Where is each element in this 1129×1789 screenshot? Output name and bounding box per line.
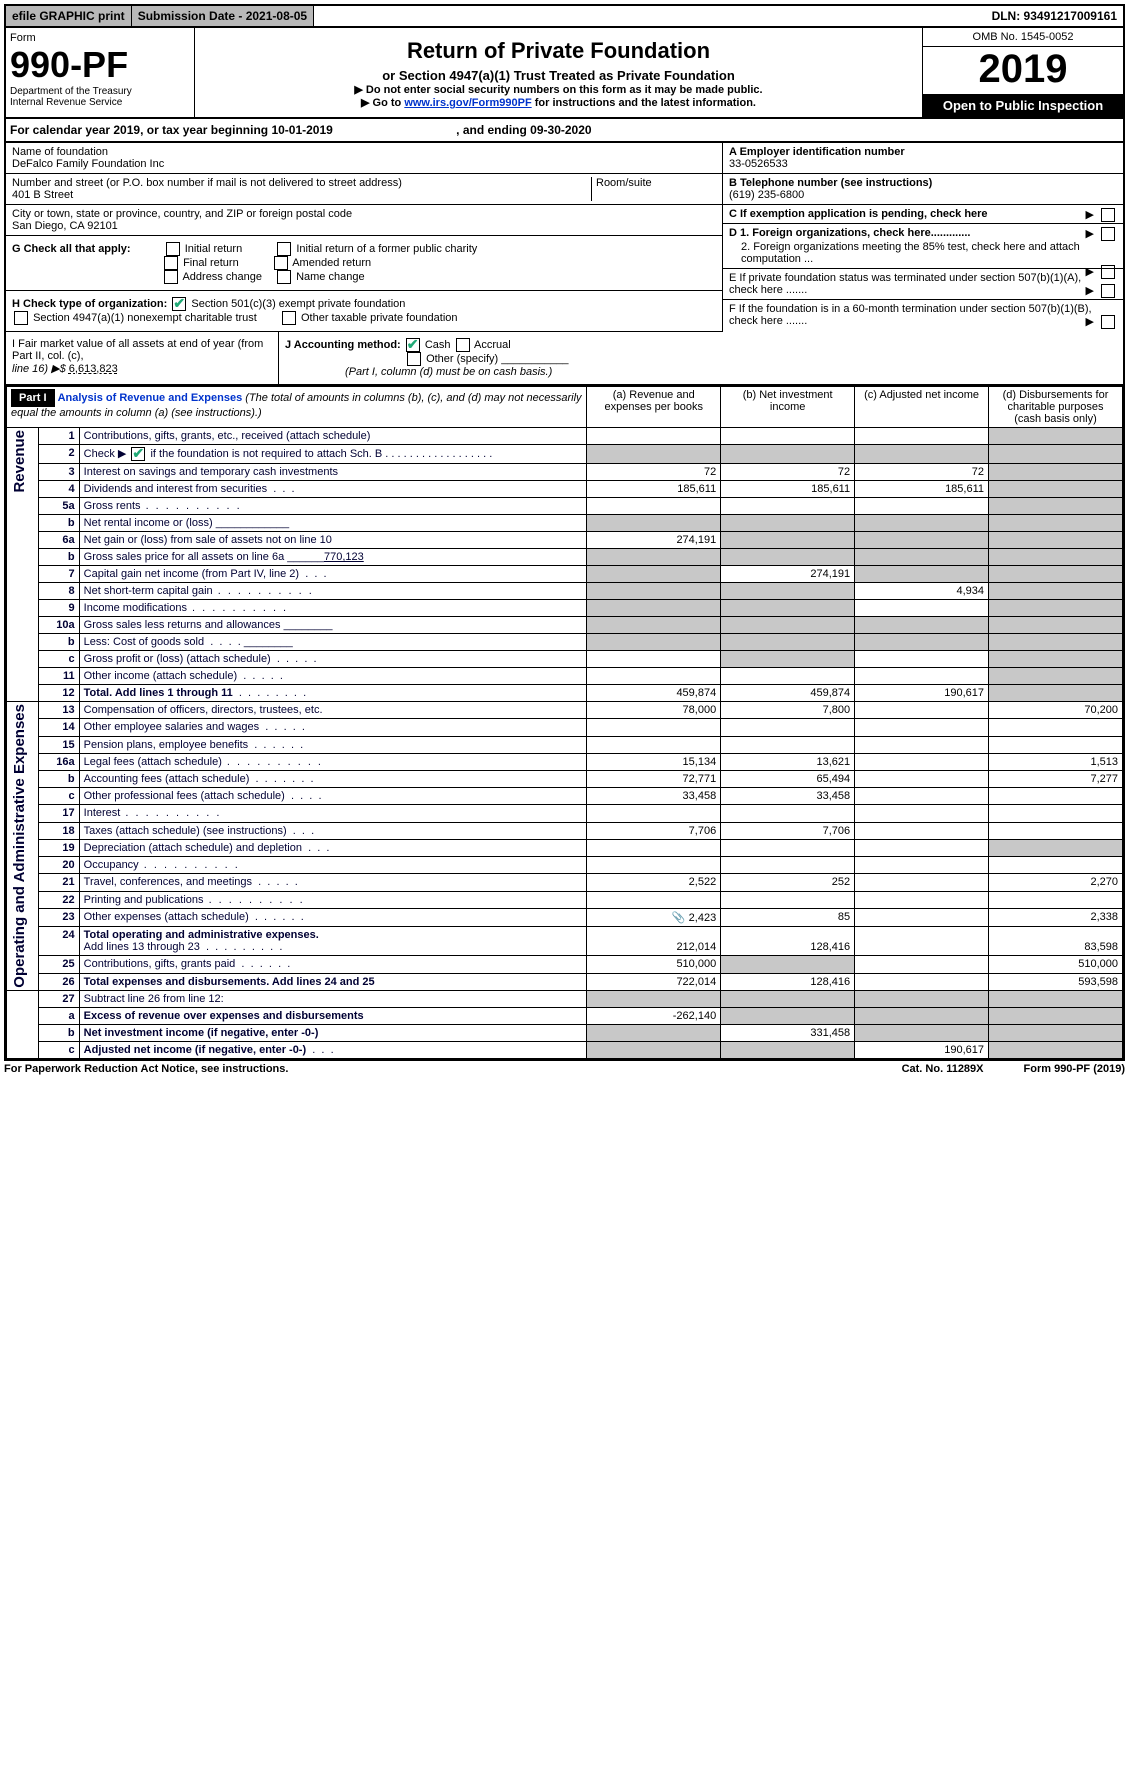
expenses-side-label: Operating and Administrative Expenses <box>11 704 28 988</box>
j-label: J Accounting method: <box>285 339 401 351</box>
street-address: 401 B Street <box>12 189 591 201</box>
name-label: Name of foundation <box>12 146 716 158</box>
section-h: H Check type of organization: Section 50… <box>6 291 722 332</box>
cat-no: Cat. No. 11289X <box>902 1063 984 1075</box>
omb-number: OMB No. 1545-0052 <box>923 28 1123 47</box>
paperwork-notice: For Paperwork Reduction Act Notice, see … <box>4 1063 288 1075</box>
part1-label: Part I <box>11 389 55 407</box>
form990pf-link[interactable]: www.irs.gov/Form990PF <box>404 97 531 109</box>
accrual-checkbox[interactable] <box>456 338 470 352</box>
schb-checkbox[interactable] <box>131 447 145 461</box>
calendar-year-row: For calendar year 2019, or tax year begi… <box>4 119 1125 143</box>
other-method-checkbox[interactable] <box>407 352 421 366</box>
efile-label: efile GRAPHIC print <box>6 6 132 26</box>
col-b-header: (b) Net investment income <box>721 387 855 428</box>
col-c-header: (c) Adjusted net income <box>855 387 989 428</box>
name-change-checkbox[interactable] <box>277 270 291 284</box>
f-checkbox[interactable] <box>1101 315 1115 329</box>
part1-title: Analysis of Revenue and Expenses <box>58 392 243 404</box>
tax-year: 2019 <box>923 47 1123 94</box>
address-change-checkbox[interactable] <box>164 270 178 284</box>
d2-label: 2. Foreign organizations meeting the 85%… <box>729 241 1117 265</box>
amended-return-checkbox[interactable] <box>274 256 288 270</box>
ein-value: 33-0526533 <box>729 158 788 170</box>
initial-former-checkbox[interactable] <box>277 242 291 256</box>
part1-table: Part I Analysis of Revenue and Expenses … <box>6 386 1123 1059</box>
col-d-header: (d) Disbursements for charitable purpose… <box>989 387 1123 428</box>
city-state-zip: San Diego, CA 92101 <box>12 220 716 232</box>
d2-checkbox[interactable] <box>1101 265 1115 279</box>
d1-checkbox[interactable] <box>1101 227 1115 241</box>
attach-icon[interactable]: 📎 <box>672 912 686 924</box>
d1-label: D 1. Foreign organizations, check here..… <box>729 227 970 239</box>
irs: Internal Revenue Service <box>10 97 190 108</box>
initial-return-checkbox[interactable] <box>166 242 180 256</box>
addr-label: Number and street (or P.O. box number if… <box>12 177 591 189</box>
form-title: Return of Private Foundation <box>201 38 916 64</box>
open-public: Open to Public Inspection <box>923 94 1123 117</box>
page-footer: For Paperwork Reduction Act Notice, see … <box>4 1061 1125 1075</box>
dept-treasury: Department of the Treasury <box>10 86 190 97</box>
form-footer: Form 990-PF (2019) <box>1024 1063 1125 1075</box>
room-label: Room/suite <box>591 177 716 201</box>
submission-date: Submission Date - 2021-08-05 <box>132 6 314 26</box>
col-a-header: (a) Revenue and expenses per books <box>587 387 721 428</box>
note-ssn: ▶ Do not enter social security numbers o… <box>201 83 916 96</box>
other-taxable-checkbox[interactable] <box>282 311 296 325</box>
f-label: F If the foundation is in a 60-month ter… <box>729 303 1092 327</box>
form-subtitle: or Section 4947(a)(1) Trust Treated as P… <box>201 68 916 83</box>
cash-checkbox[interactable] <box>406 338 420 352</box>
4947a1-checkbox[interactable] <box>14 311 28 325</box>
form-number: 990-PF <box>10 44 190 86</box>
final-return-checkbox[interactable] <box>164 256 178 270</box>
city-label: City or town, state or province, country… <box>12 208 716 220</box>
foundation-name: DeFalco Family Foundation Inc <box>12 158 716 170</box>
note-goto: ▶ Go to www.irs.gov/Form990PF for instru… <box>201 96 916 109</box>
e-label: E If private foundation status was termi… <box>729 272 1081 296</box>
top-bar: efile GRAPHIC print Submission Date - 20… <box>4 4 1125 28</box>
dln: DLN: 93491217009161 <box>986 6 1123 26</box>
i-label: I Fair market value of all assets at end… <box>12 338 263 362</box>
fmv-value: 6,613,823 <box>69 363 118 375</box>
c-label: C If exemption application is pending, c… <box>729 208 988 220</box>
revenue-side-label: Revenue <box>11 430 28 493</box>
phone-value: (619) 235-6800 <box>729 189 804 201</box>
501c3-checkbox[interactable] <box>172 297 186 311</box>
info-block: Name of foundation DeFalco Family Founda… <box>4 143 1125 332</box>
form-word: Form <box>10 32 190 44</box>
ein-label: A Employer identification number <box>729 146 905 158</box>
phone-label: B Telephone number (see instructions) <box>729 177 932 189</box>
e-checkbox[interactable] <box>1101 284 1115 298</box>
form-header: Form 990-PF Department of the Treasury I… <box>4 28 1125 119</box>
c-checkbox[interactable] <box>1101 208 1115 222</box>
section-g: G Check all that apply: Initial return I… <box>6 236 722 291</box>
